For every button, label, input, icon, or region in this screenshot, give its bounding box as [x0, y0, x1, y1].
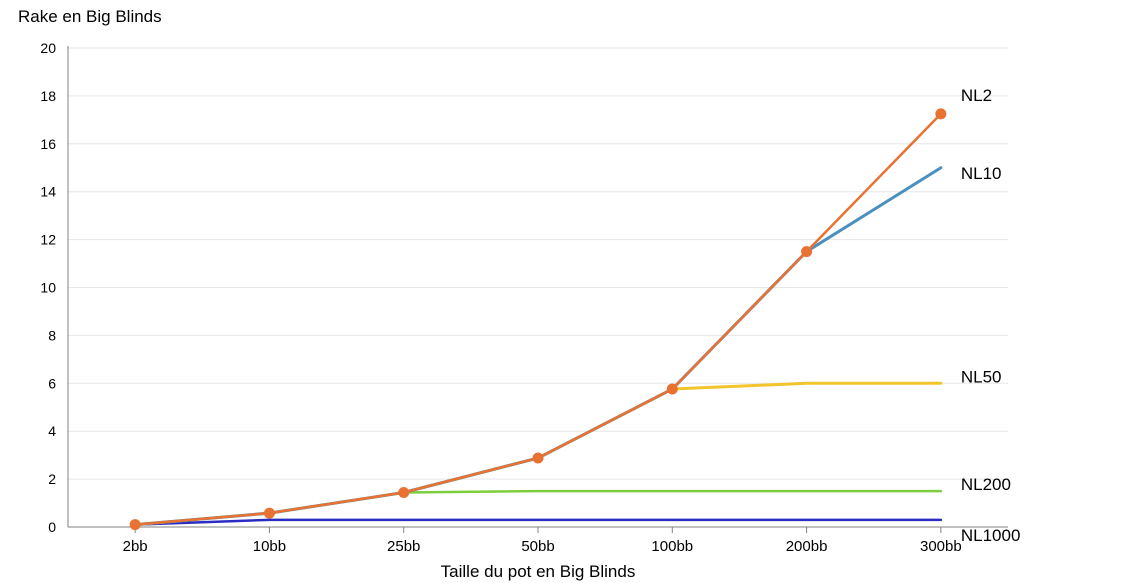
marker-NL2: [130, 519, 141, 530]
y-tick-label: 10: [40, 280, 56, 296]
marker-NL2: [667, 384, 678, 395]
series-label-NL2: NL2: [961, 86, 992, 105]
y-tick-label: 12: [40, 232, 56, 248]
y-tick-label: 20: [40, 40, 56, 56]
y-tick-label: 18: [40, 88, 56, 104]
y-tick-label: 2: [48, 471, 56, 487]
series-label-NL1000: NL1000: [961, 526, 1021, 545]
x-tick-label: 100bb: [651, 538, 693, 555]
x-tick-label: 50bb: [521, 538, 554, 555]
y-tick-label: 8: [48, 327, 56, 343]
y-tick-label: 16: [40, 136, 56, 152]
series-label-NL50: NL50: [961, 367, 1002, 386]
marker-NL2: [935, 108, 946, 119]
y-tick-label: 4: [48, 423, 56, 439]
rake-chart: 0 2 4 6 8 10 12 14 16 18 20 2bb 10bb 25bb 50bb 100bb 200…: [0, 0, 1134, 583]
x-tick-label: 300bb: [920, 538, 962, 555]
y-axis-title: Rake en Big Blinds: [18, 7, 162, 26]
marker-NL2: [801, 246, 812, 257]
x-tick-label: 25bb: [387, 538, 420, 555]
y-tick-label: 14: [40, 184, 56, 200]
marker-NL2: [398, 487, 409, 498]
x-tick-label: 2bb: [123, 538, 148, 555]
series-label-NL10: NL10: [961, 164, 1002, 183]
x-axis-title: Taille du pot en Big Blinds: [441, 562, 636, 581]
series-label-NL200: NL200: [961, 475, 1011, 494]
x-tick-label: 200bb: [786, 538, 828, 555]
y-tick-label: 0: [48, 519, 56, 535]
x-tick-label: 10bb: [253, 538, 286, 555]
marker-NL2: [264, 508, 275, 519]
y-tick-label: 6: [48, 375, 56, 391]
marker-NL2: [533, 453, 544, 464]
